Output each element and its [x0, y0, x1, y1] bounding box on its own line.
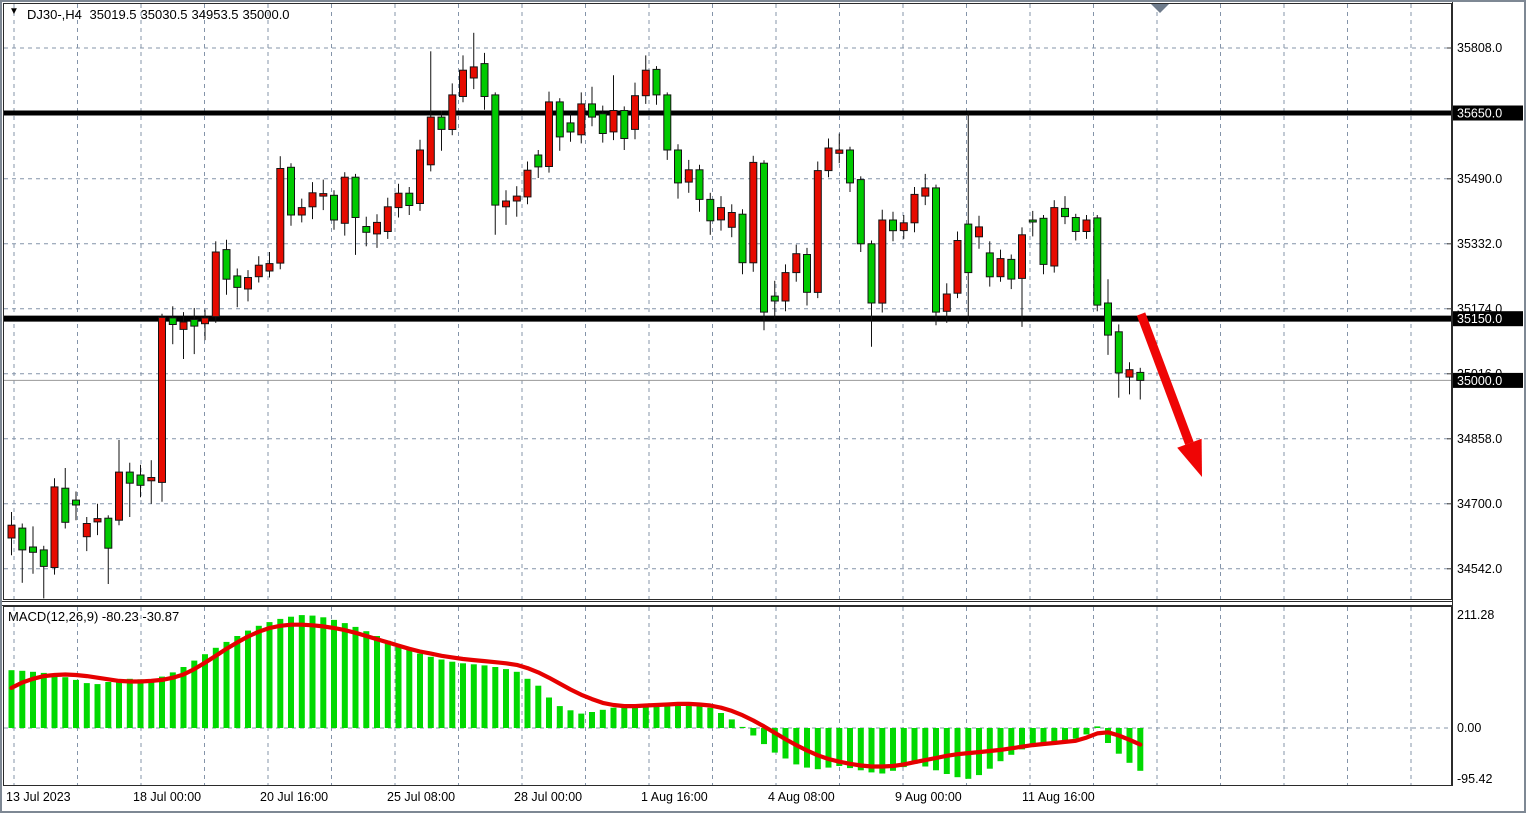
svg-text:18 Jul 00:00: 18 Jul 00:00: [133, 790, 201, 804]
trend-arrow[interactable]: [1136, 312, 1202, 477]
symbol-dropdown-icon[interactable]: ▼: [9, 6, 19, 17]
svg-text:35650.0: 35650.0: [1457, 107, 1502, 121]
svg-text:35808.0: 35808.0: [1457, 41, 1502, 55]
svg-text:13 Jul 2023: 13 Jul 2023: [6, 790, 71, 804]
svg-text:35150.0: 35150.0: [1457, 312, 1502, 326]
macd-scale[interactable]: 211.28 0.00 -95.42: [1457, 608, 1494, 786]
svg-text:-95.42: -95.42: [1457, 772, 1492, 786]
time-scale[interactable]: 13 Jul 2023 18 Jul 00:00 20 Jul 16:00 25 Ju…: [6, 790, 1095, 804]
chart-header: DJ30-,H4 35019.5 35030.5 34953.5 35000.0: [27, 7, 294, 22]
svg-text:211.28: 211.28: [1457, 608, 1494, 622]
support-resistance-lines[interactable]: [3, 110, 1452, 322]
svg-text:9 Aug 00:00: 9 Aug 00:00: [895, 790, 962, 804]
macd-histogram: [8, 615, 1144, 779]
pane-borders: [2, 3, 1452, 786]
svg-text:0.00: 0.00: [1457, 721, 1481, 735]
svg-text:34542.0: 34542.0: [1457, 562, 1502, 576]
ohlc-close: 35000.0: [242, 7, 290, 22]
svg-text:34858.0: 34858.0: [1457, 432, 1502, 446]
svg-text:1 Aug 16:00: 1 Aug 16:00: [641, 790, 708, 804]
price-scale[interactable]: 35808.035490.035332.035174.035016.034858…: [1447, 2, 1523, 786]
svg-text:34700.0: 34700.0: [1457, 497, 1502, 511]
svg-text:20 Jul 16:00: 20 Jul 16:00: [260, 790, 328, 804]
candles-layer: [7, 32, 1145, 599]
symbol-period-label: DJ30-,H4: [27, 7, 82, 22]
ohlc-low: 34953.5: [191, 7, 239, 22]
svg-text:25 Jul 08:00: 25 Jul 08:00: [387, 790, 455, 804]
macd-signal-line: [9, 622, 1143, 769]
ohlc-high: 35030.5: [140, 7, 188, 22]
svg-text:35332.0: 35332.0: [1457, 237, 1502, 251]
svg-text:11 Aug 16:00: 11 Aug 16:00: [1022, 790, 1095, 804]
chart-shift-marker[interactable]: [1151, 4, 1169, 13]
svg-text:35490.0: 35490.0: [1457, 172, 1502, 186]
svg-text:4 Aug 08:00: 4 Aug 08:00: [768, 790, 835, 804]
svg-text:35000.0: 35000.0: [1457, 374, 1502, 388]
ohlc-open: 35019.5: [89, 7, 137, 22]
svg-text:28 Jul 00:00: 28 Jul 00:00: [514, 790, 582, 804]
macd-indicator-label: MACD(12,26,9) -80.23 -30.87: [8, 609, 180, 624]
